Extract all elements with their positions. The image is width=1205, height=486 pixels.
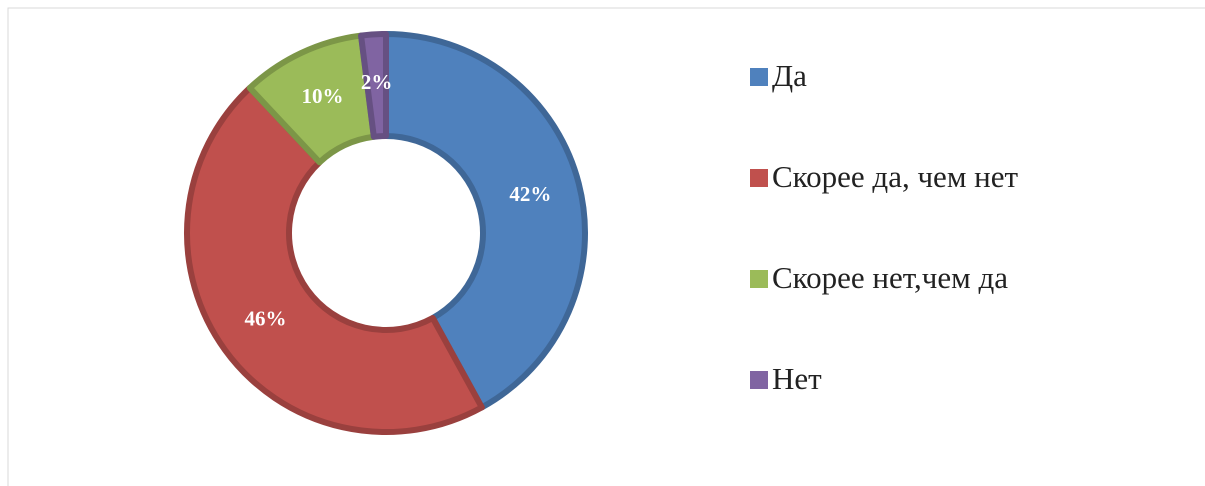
legend-swatch <box>750 270 768 288</box>
slice <box>184 84 485 435</box>
legend-swatch <box>750 68 768 86</box>
data-label: 2% <box>361 70 393 94</box>
legend-swatch <box>750 371 768 389</box>
legend-label: Скорее нет,чем да <box>772 260 1008 295</box>
legend-swatch <box>750 169 768 187</box>
chart-frame <box>7 7 1205 486</box>
data-label: 10% <box>302 84 344 108</box>
legend-label: Да <box>772 58 807 93</box>
slice <box>383 31 588 411</box>
data-label: 46% <box>244 306 286 330</box>
legend-label: Нет <box>772 361 822 396</box>
data-label: 42% <box>509 182 551 206</box>
legend-label: Скорее да, чем нет <box>772 159 1019 194</box>
slice <box>358 31 389 140</box>
